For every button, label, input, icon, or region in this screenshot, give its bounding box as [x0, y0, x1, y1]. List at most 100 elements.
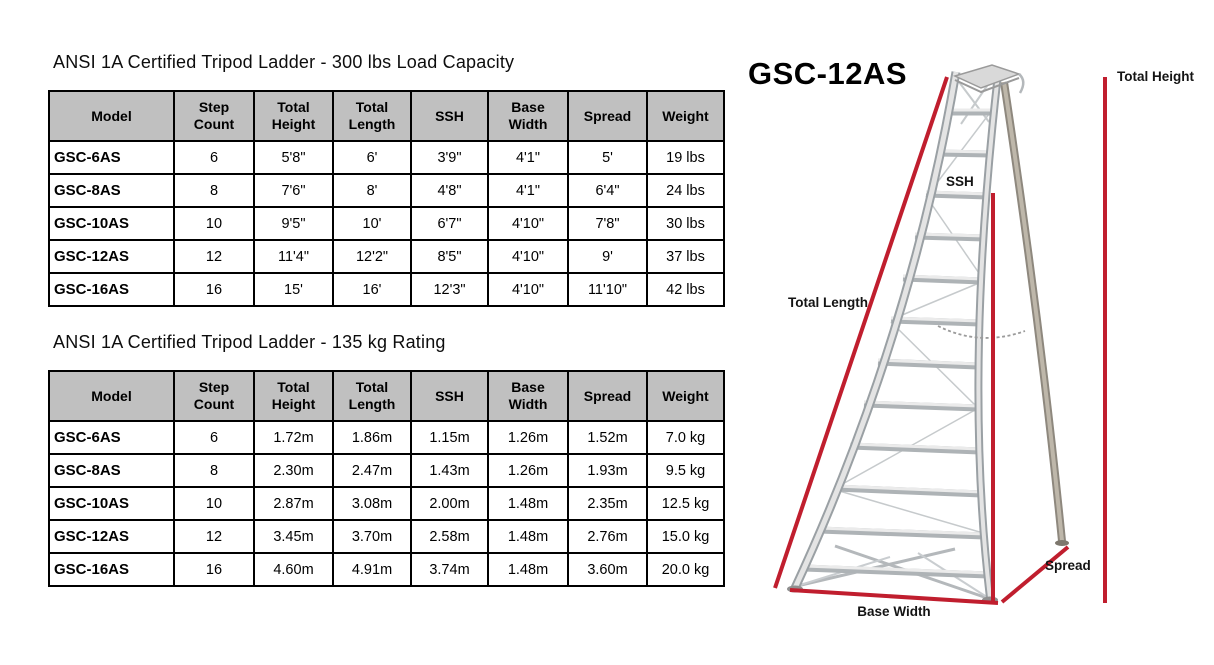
- metric-table-title: ANSI 1A Certified Tripod Ladder - 135 kg…: [53, 332, 446, 352]
- model-cell: GSC-10AS: [48, 486, 175, 521]
- tables-column: ANSI 1A Certified Tripod Ladder - 300 lb…: [48, 0, 725, 587]
- value-cell: 1.86m: [332, 420, 412, 455]
- ladder-diagram: GSC-12AS: [740, 0, 1214, 665]
- base-width-label: Base Width: [857, 604, 931, 619]
- table-row: GSC-12AS 12 3.45m 3.70m 2.58m 1.48m 2.76m 15.0 …: [48, 519, 725, 554]
- model-cell: GSC-10AS: [48, 206, 175, 241]
- total-length-label: Total Length: [788, 295, 868, 310]
- table-row: GSC-6AS 6 5'8" 6' 3'9" 4'1" 5' 19 lbs: [48, 140, 725, 175]
- value-cell: 6: [173, 420, 255, 455]
- value-cell: 2.30m: [253, 453, 334, 488]
- table-row: GSC-8AS 8 7'6" 8' 4'8" 4'1" 6'4" 24 lbs: [48, 173, 725, 208]
- value-cell: 6'7": [410, 206, 489, 241]
- base-width-line: [789, 588, 999, 605]
- value-cell: 4'8": [410, 173, 489, 208]
- value-cell: 1.26m: [487, 453, 569, 488]
- value-cell: 4'1": [487, 173, 569, 208]
- column-header: Model: [48, 90, 175, 142]
- value-cell: 3.60m: [567, 552, 648, 587]
- value-cell: 2.00m: [410, 486, 489, 521]
- value-cell: 4'1": [487, 140, 569, 175]
- value-cell: 1.72m: [253, 420, 334, 455]
- spec-table-metric: Model Step Count Total Height Total Length S…: [48, 370, 725, 587]
- spread-line: [1000, 545, 1070, 604]
- column-header: Model: [48, 370, 175, 422]
- value-cell: 16': [332, 272, 412, 307]
- column-header: Step Count: [173, 90, 255, 142]
- value-cell: 3.08m: [332, 486, 412, 521]
- value-cell: 10': [332, 206, 412, 241]
- value-cell: 10: [173, 486, 255, 521]
- value-cell: 5'8": [253, 140, 334, 175]
- ladder-steps: [803, 108, 994, 579]
- value-cell: 12.5 kg: [646, 486, 725, 521]
- table-row: GSC-8AS 8 2.30m 2.47m 1.43m 1.26m 1.93m 9.5 kg: [48, 453, 725, 488]
- value-cell: 7'8": [567, 206, 648, 241]
- total-length-line: [773, 76, 949, 589]
- value-cell: 30 lbs: [646, 206, 725, 241]
- value-cell: 8: [173, 173, 255, 208]
- value-cell: 10: [173, 206, 255, 241]
- value-cell: 19 lbs: [646, 140, 725, 175]
- column-header: Base Width: [487, 370, 569, 422]
- value-cell: 2.58m: [410, 519, 489, 554]
- value-cell: 1.26m: [487, 420, 569, 455]
- value-cell: 15.0 kg: [646, 519, 725, 554]
- value-cell: 9.5 kg: [646, 453, 725, 488]
- value-cell: 2.35m: [567, 486, 648, 521]
- model-cell: GSC-6AS: [48, 420, 175, 455]
- value-cell: 3.45m: [253, 519, 334, 554]
- value-cell: 20.0 kg: [646, 552, 725, 587]
- value-cell: 2.87m: [253, 486, 334, 521]
- value-cell: 4'10": [487, 272, 569, 307]
- value-cell: 11'10": [567, 272, 648, 307]
- column-header: Total Length: [332, 90, 412, 142]
- column-header: Total Height: [253, 90, 334, 142]
- value-cell: 8': [332, 173, 412, 208]
- value-cell: 1.48m: [487, 552, 569, 587]
- table-row: GSC-16AS 16 15' 16' 12'3" 4'10" 11'10" 42 lbs: [48, 272, 725, 307]
- value-cell: 12: [173, 519, 255, 554]
- value-cell: 1.48m: [487, 519, 569, 554]
- column-header: Weight: [646, 370, 725, 422]
- value-cell: 15': [253, 272, 334, 307]
- value-cell: 2.76m: [567, 519, 648, 554]
- value-cell: 12'2": [332, 239, 412, 274]
- value-cell: 6'4": [567, 173, 648, 208]
- value-cell: 16: [173, 552, 255, 587]
- value-cell: 7'6": [253, 173, 334, 208]
- value-cell: 9': [567, 239, 648, 274]
- value-cell: 9'5": [253, 206, 334, 241]
- value-cell: 8: [173, 453, 255, 488]
- ladder-artwork: [787, 64, 1069, 604]
- column-header: Total Height: [253, 370, 334, 422]
- column-header: Step Count: [173, 370, 255, 422]
- spec-table-imperial: Model Step Count Total Height Total Length S…: [48, 90, 725, 307]
- column-header: Spread: [567, 90, 648, 142]
- tripod-ladder-illustration: [773, 64, 1107, 605]
- model-cell: GSC-8AS: [48, 173, 175, 208]
- table-row: GSC-10AS 10 9'5" 10' 6'7" 4'10" 7'8" 30 lbs: [48, 206, 725, 241]
- ssh-label: SSH: [946, 174, 974, 189]
- column-header: SSH: [410, 90, 489, 142]
- total-height-label: Total Height: [1117, 69, 1194, 84]
- value-cell: 2.47m: [332, 453, 412, 488]
- table-row: GSC-6AS 6 1.72m 1.86m 1.15m 1.26m 1.52m 7.0 kg: [48, 420, 725, 455]
- spread-label: Spread: [1045, 558, 1091, 573]
- value-cell: 3'9": [410, 140, 489, 175]
- value-cell: 1.43m: [410, 453, 489, 488]
- value-cell: 42 lbs: [646, 272, 725, 307]
- value-cell: 12'3": [410, 272, 489, 307]
- ladder-chain: [937, 325, 1026, 339]
- model-cell: GSC-6AS: [48, 140, 175, 175]
- model-cell: GSC-16AS: [48, 272, 175, 307]
- value-cell: 3.70m: [332, 519, 412, 554]
- value-cell: 6': [332, 140, 412, 175]
- model-cell: GSC-12AS: [48, 239, 175, 274]
- value-cell: 8'5": [410, 239, 489, 274]
- value-cell: 4.60m: [253, 552, 334, 587]
- model-cell: GSC-16AS: [48, 552, 175, 587]
- value-cell: 7.0 kg: [646, 420, 725, 455]
- table-row: GSC-16AS 16 4.60m 4.91m 3.74m 1.48m 3.60m 20.0 …: [48, 552, 725, 587]
